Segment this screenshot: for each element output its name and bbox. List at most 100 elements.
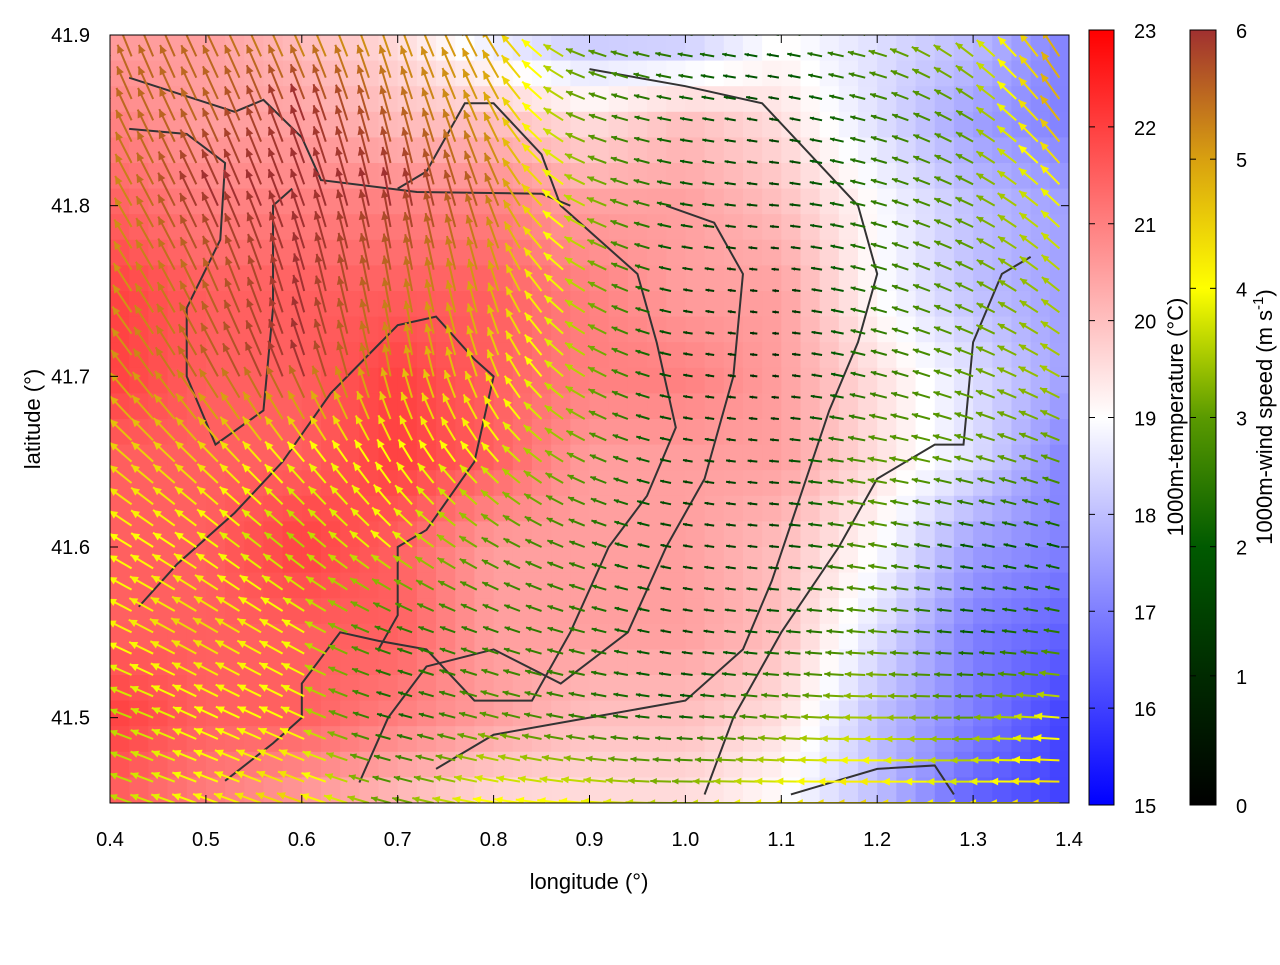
heatmap-cell	[839, 163, 859, 189]
wind-arrow-head	[93, 221, 101, 230]
heatmap-cell	[628, 752, 648, 778]
heatmap-cell	[877, 598, 897, 624]
wind-arrow-shaft	[97, 23, 110, 56]
wind-arrow-head	[89, 773, 97, 780]
heatmap-cell	[839, 112, 859, 138]
heatmap-cell	[666, 445, 686, 471]
heatmap-cell	[781, 291, 801, 317]
heatmap-cell	[570, 35, 590, 61]
heatmap-cell	[340, 726, 360, 752]
heatmap-cell	[800, 675, 820, 701]
heatmap-cell	[705, 573, 725, 599]
colorbar-tick-label: 20	[1134, 312, 1156, 334]
wind-arrow-head	[87, 578, 96, 585]
heatmap-cell	[551, 752, 571, 778]
heatmap-cell	[379, 752, 399, 778]
wind-arrow-shaft	[632, 31, 649, 35]
heatmap-cell	[762, 445, 782, 471]
heatmap-cell	[321, 573, 341, 599]
colorbar-tick-label: 17	[1134, 602, 1156, 624]
wind-arrow-shaft	[588, 29, 606, 35]
wind-arrow-head	[96, 23, 103, 32]
heatmap-cell	[762, 317, 782, 343]
heatmap-cell	[628, 86, 648, 112]
wind-arrow-head	[87, 643, 96, 650]
wind-arrow-shaft	[225, 4, 240, 35]
colorbar-tick-label: 21	[1134, 215, 1156, 237]
wind-arrow-shaft	[87, 511, 110, 525]
heatmap-cell	[896, 317, 916, 343]
heatmap-cell	[1011, 86, 1031, 112]
heatmap-cell	[551, 35, 571, 61]
heatmap-cell	[666, 317, 686, 343]
heatmap-cell	[705, 342, 725, 368]
heatmap-cell	[839, 624, 859, 650]
wind-arrow-head	[139, 23, 146, 32]
heatmap-cell	[590, 214, 610, 240]
wind-arrow-shaft	[357, 5, 369, 35]
wind-arrow-head	[94, 155, 101, 164]
heatmap-cell	[743, 317, 763, 343]
heatmap-cell	[628, 291, 648, 317]
y-tick-label: 41.8	[51, 196, 90, 218]
wind-arrow-shaft	[543, 23, 563, 35]
heatmap-cell	[916, 419, 936, 445]
heatmap-cell	[551, 547, 571, 573]
x-axis-label: longitude (°)	[530, 869, 649, 894]
x-tick-label: 1.1	[767, 829, 795, 851]
heatmap-cell	[685, 61, 705, 87]
heatmap-cell	[666, 240, 686, 266]
heatmap-cell	[1011, 291, 1031, 317]
heatmap-cell	[340, 675, 360, 701]
heatmap-cell	[743, 701, 763, 727]
heatmap-cell	[916, 35, 936, 61]
heatmap-cell	[992, 521, 1012, 547]
heatmap-cell	[839, 573, 859, 599]
heatmap-cell	[590, 35, 610, 61]
heatmap-cell	[896, 86, 916, 112]
heatmap-cell	[762, 86, 782, 112]
heatmap-cell	[820, 265, 840, 291]
heatmap-cell	[935, 701, 955, 727]
heatmap-cell	[820, 675, 840, 701]
heatmap-cell	[705, 624, 725, 650]
wind-arrow-shaft	[161, 2, 175, 35]
heatmap-cell	[1031, 598, 1051, 624]
heatmap-cell	[685, 445, 705, 471]
wind-arrow-head	[610, 29, 616, 34]
heatmap-cell	[705, 368, 725, 394]
heatmap-cell	[647, 291, 667, 317]
heatmap-cell	[110, 265, 130, 291]
wind-arrow-shaft	[87, 578, 110, 590]
heatmap-cell	[436, 521, 456, 547]
heatmap-cell	[513, 752, 533, 778]
wind-arrow-shaft	[90, 330, 110, 355]
heatmap-cell	[168, 649, 188, 675]
heatmap-cell	[1050, 752, 1070, 778]
heatmap-cell	[858, 163, 878, 189]
heatmap-cell	[800, 35, 820, 61]
heatmap-cell	[781, 35, 801, 61]
heatmap-cell	[916, 214, 936, 240]
wind-arrow-shaft	[95, 88, 110, 120]
heatmap-cell	[570, 163, 590, 189]
heatmap-cell	[1050, 163, 1070, 189]
heatmap-cell	[455, 214, 475, 240]
heatmap-cell	[551, 393, 571, 419]
wind-arrow-head	[203, 3, 210, 12]
heatmap-cell	[532, 547, 552, 573]
wind-arrow-head	[87, 600, 96, 607]
heatmap-cell	[590, 470, 610, 496]
heatmap-cell	[762, 496, 782, 522]
wind-arrow-head	[461, 6, 468, 15]
wind-arrow-head	[441, 6, 448, 15]
wind-arrow-head	[268, 5, 275, 14]
heatmap-cell	[1031, 624, 1051, 650]
heatmap-cell	[973, 752, 993, 778]
wind-arrow-shaft	[247, 4, 261, 35]
heatmap-cell	[359, 701, 379, 727]
heatmap-cell	[820, 598, 840, 624]
heatmap-cell	[609, 342, 629, 368]
heatmap-cell	[916, 701, 936, 727]
